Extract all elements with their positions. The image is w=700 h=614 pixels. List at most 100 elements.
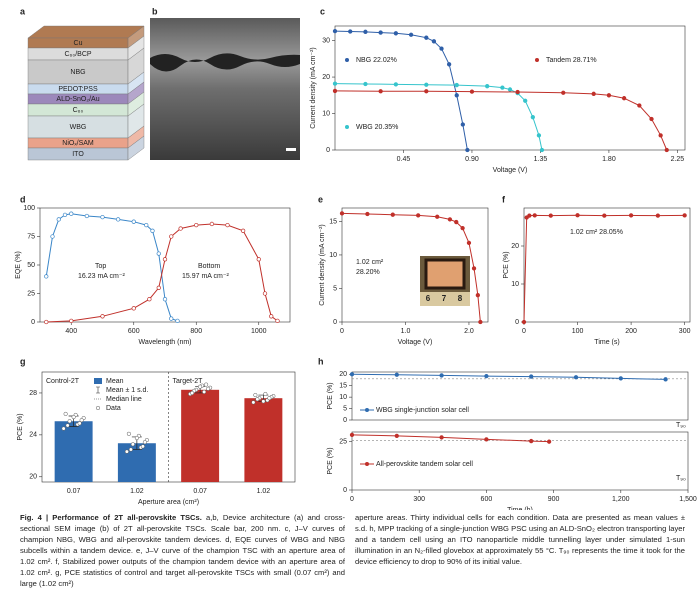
data-point — [439, 435, 444, 440]
data-point — [416, 213, 421, 218]
data-point — [378, 89, 383, 94]
legend-label: Mean — [106, 378, 124, 385]
x-tick-label: 1.02 — [130, 488, 144, 495]
y-tick-label: 0 — [31, 319, 35, 326]
data-point — [628, 213, 634, 218]
y-tick-label: 30 — [322, 37, 330, 44]
data-point — [79, 418, 84, 423]
data-point — [527, 213, 532, 218]
x-tick-label: 1.02 — [257, 488, 271, 495]
data-point — [521, 319, 527, 325]
data-point — [206, 386, 211, 391]
x-tick-label: 200 — [625, 328, 637, 335]
data-point — [649, 116, 654, 122]
y-axis-label: PCE (%) — [17, 413, 24, 440]
legend-marker — [535, 58, 539, 62]
data-point — [363, 81, 368, 87]
y-axis-label: PCE (%) — [503, 251, 510, 278]
layer-label: ALD-SnO₂/Au — [56, 96, 99, 103]
series-line — [351, 434, 550, 443]
y-axis-label: EQE (%) — [15, 251, 22, 279]
data-point — [147, 297, 152, 302]
ruler-number: 6 — [426, 294, 431, 303]
legend-marker — [365, 408, 369, 412]
layer-side — [127, 135, 145, 161]
annotation: 16.23 mA cm⁻² — [78, 273, 126, 280]
data-point — [485, 84, 490, 89]
data-point — [251, 400, 256, 405]
caption-title: Fig. 4 | Performance of 2T all-perovskit… — [20, 513, 202, 522]
x-tick-label: 0.90 — [465, 156, 479, 163]
layer-label: ITO — [72, 151, 84, 158]
y-tick-label: 10 — [511, 281, 519, 288]
legend-marker — [365, 462, 369, 466]
annotation: Top — [95, 263, 106, 270]
y-tick-label: 0 — [343, 487, 347, 494]
x-tick-label: 1.80 — [602, 156, 616, 163]
data-point — [378, 30, 383, 35]
data-point — [439, 46, 444, 51]
plot-frame — [334, 25, 686, 151]
data-point — [447, 217, 453, 222]
data-point — [424, 82, 429, 87]
data-point — [262, 291, 268, 296]
group-label: Target-2T — [173, 378, 204, 385]
plot-frame — [351, 371, 689, 421]
data-point — [529, 438, 534, 444]
data-point — [431, 39, 437, 44]
legend-marker — [345, 125, 349, 129]
x-tick-label: 1.0 — [401, 328, 411, 335]
sem-interface — [150, 53, 300, 72]
plot-frame — [341, 207, 489, 323]
data-point — [332, 88, 338, 94]
x-tick-label: 0 — [340, 328, 344, 335]
data-point — [175, 318, 180, 324]
x-axis-label: Wavelength (nm) — [138, 339, 191, 346]
y-tick-label: 10 — [329, 252, 337, 259]
x-tick-label: 900 — [548, 496, 560, 503]
data-point — [144, 222, 149, 228]
panel-label: a — [20, 6, 26, 16]
data-point — [682, 213, 687, 218]
panel-label: h — [318, 356, 324, 366]
y-tick-label: 24 — [29, 432, 37, 439]
data-point — [539, 147, 545, 153]
plot-frame — [39, 207, 291, 323]
data-point — [446, 62, 452, 67]
data-point — [349, 432, 355, 438]
data-point — [394, 372, 399, 377]
data-point — [140, 444, 145, 449]
legend-label: WBG single-junction solar cell — [376, 407, 469, 414]
y-axis-label: Current density (mA cm⁻²) — [310, 47, 317, 129]
data-point — [77, 421, 82, 426]
data-point — [363, 29, 368, 34]
data-point — [339, 211, 345, 216]
data-point — [115, 217, 121, 222]
y-tick-label: 20 — [322, 74, 330, 81]
data-point — [256, 257, 261, 262]
x-axis-label: Time (s) — [594, 339, 619, 346]
data-point — [131, 306, 136, 311]
x-tick-label: 600 — [128, 328, 140, 335]
data-point — [84, 213, 90, 219]
data-point — [475, 293, 480, 298]
legend-label: All-perovskite tandem solar cell — [376, 461, 473, 468]
layer-label: C₆₀ — [73, 107, 84, 114]
caption-left: Fig. 4 | Performance of 2T all-perovskit… — [20, 512, 345, 589]
data-point — [465, 147, 470, 153]
data-point — [532, 213, 537, 218]
y-tick-label: 100 — [23, 205, 35, 212]
data-point — [454, 93, 459, 98]
data-point — [460, 122, 465, 127]
data-point — [637, 103, 642, 108]
x-tick-label: 0 — [522, 328, 526, 335]
data-point — [198, 384, 203, 389]
plot-frame — [351, 431, 689, 491]
y-tick-label: 28 — [29, 390, 37, 397]
data-point — [548, 213, 553, 218]
x-axis-label: Voltage (V) — [398, 339, 433, 346]
ruler-number: 8 — [458, 294, 463, 303]
x-axis-label: Aperture area (cm²) — [138, 499, 199, 506]
series-line — [334, 30, 468, 151]
x-tick-label: 1.35 — [534, 156, 548, 163]
